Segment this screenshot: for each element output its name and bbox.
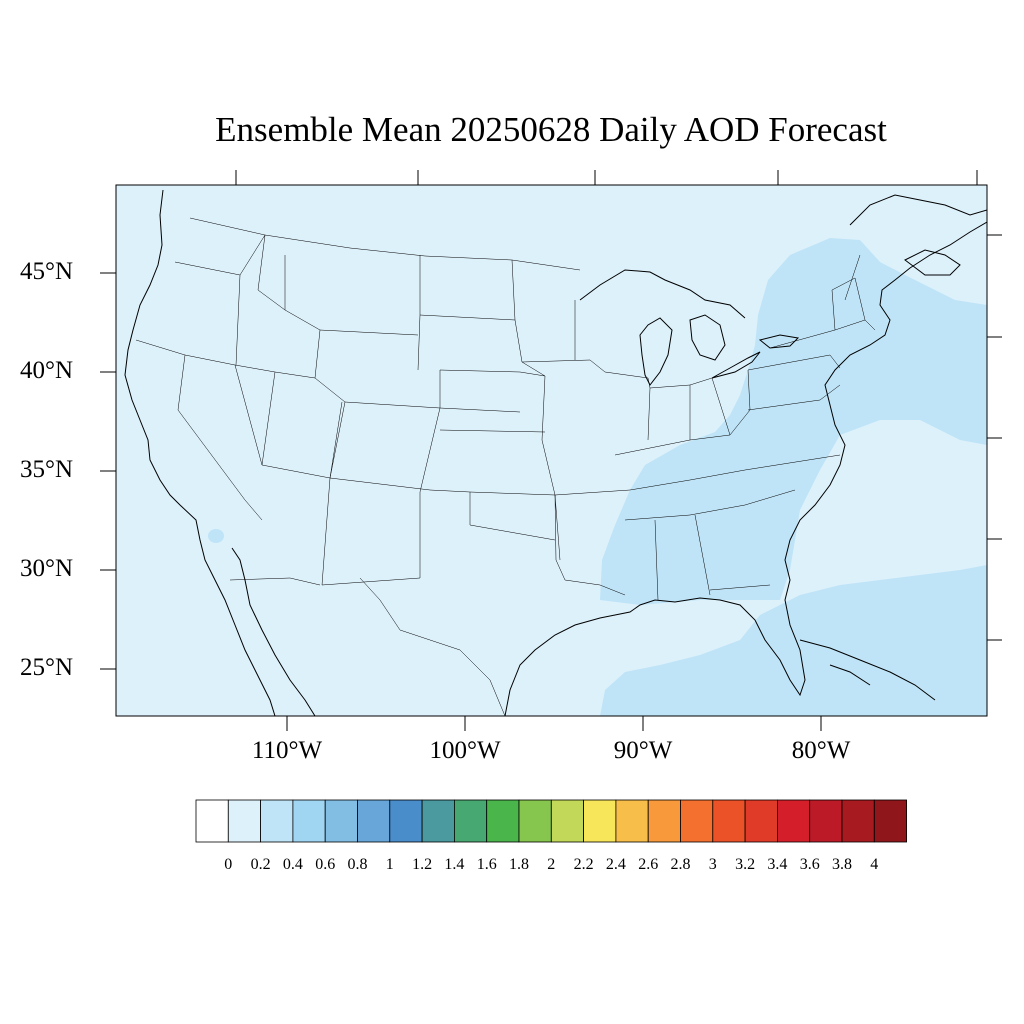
colorbar-tick-label: 3 (708, 856, 717, 873)
colorbar-tick-label: 2.6 (638, 856, 659, 873)
colorbar-tick-label: 2.4 (605, 856, 626, 873)
colorbar-tick-label: 1 (385, 856, 394, 873)
aod-shading-spot (208, 529, 224, 543)
left-ticks (100, 272, 116, 670)
colorbar-tick-label: 0.8 (347, 856, 368, 873)
colorbar-tick-label: 1.2 (412, 856, 433, 873)
map-frame (115, 184, 988, 717)
colorbar-tick-label: 0.6 (315, 856, 336, 873)
lat-label-25n: 25°N (20, 654, 74, 681)
lon-label-100w: 100°W (429, 737, 501, 764)
lat-label-35n: 35°N (20, 456, 74, 483)
colorbar-tick-label: 3.4 (767, 856, 788, 873)
colorbar-tick-label: 1.4 (444, 856, 465, 873)
lat-label-45n: 45°N (20, 258, 74, 285)
colorbar-tick-label: 3.2 (735, 856, 756, 873)
lon-label-110w: 110°W (251, 737, 323, 764)
colorbar-tick-label: 0.2 (250, 856, 271, 873)
top-ticks (235, 170, 978, 185)
colorbar-tick-label: 1.6 (476, 856, 497, 873)
colorbar-tick-label: 0 (224, 856, 233, 873)
colorbar-tick-label: 2.8 (670, 856, 691, 873)
lon-label-80w: 80°W (791, 737, 851, 764)
map-title: Ensemble Mean 20250628 Daily AOD Forecas… (215, 110, 887, 149)
lon-label-90w: 90°W (613, 737, 673, 764)
colorbar-tick-label: 3.8 (832, 856, 852, 873)
colorbar-tick-label: 3.6 (799, 856, 820, 873)
lat-label-40n: 40°N (20, 357, 74, 384)
aod-shading-gulf (600, 565, 987, 716)
bottom-ticks (286, 716, 822, 731)
colorbar-tick-label: 2.2 (573, 856, 594, 873)
colorbar-tick-label: 0.4 (282, 856, 303, 873)
colorbar-tick-label: 2 (547, 856, 556, 873)
aod-shading-east (600, 238, 987, 605)
coastlines (124, 189, 987, 716)
right-ticks (987, 234, 1002, 641)
colorbar-tick-label: 4 (870, 856, 879, 873)
lat-label-30n: 30°N (20, 555, 74, 582)
colorbar-tick-label: 1.8 (509, 856, 529, 873)
us-state-boundaries (135, 217, 876, 716)
